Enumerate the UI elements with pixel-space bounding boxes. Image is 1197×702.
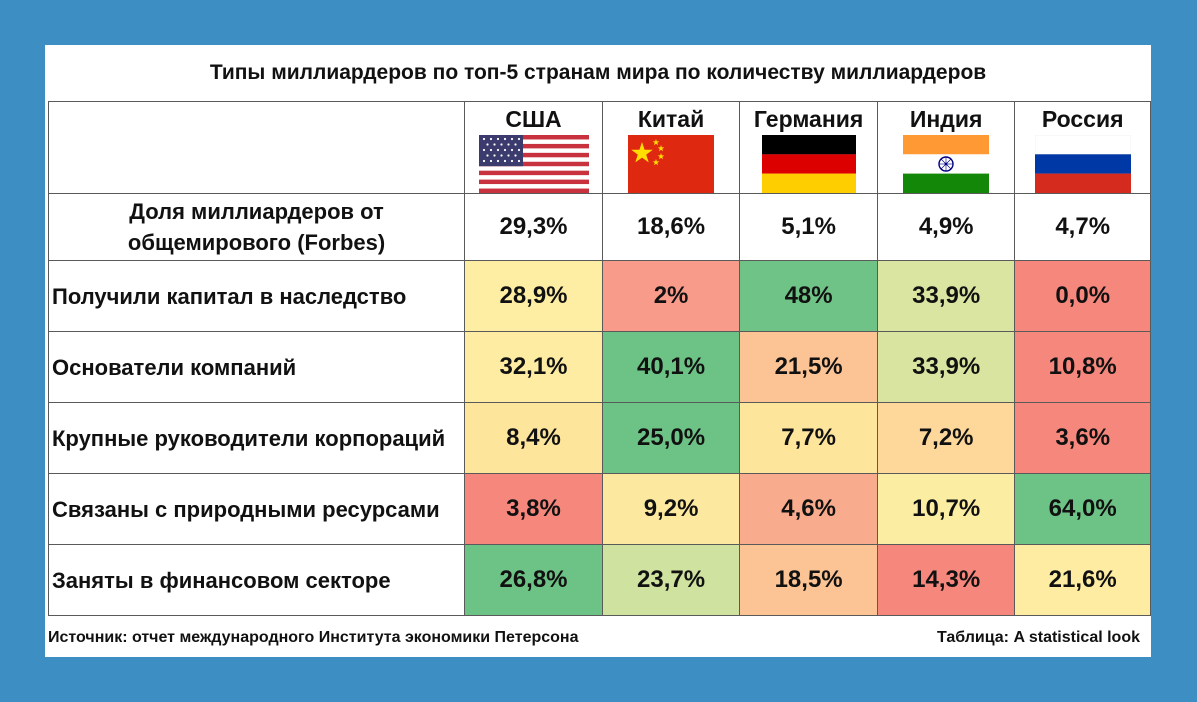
column-name: США <box>505 106 562 132</box>
header-row: США <box>47 101 1151 194</box>
heatmap-cell-germany: 18,5% <box>739 544 878 616</box>
column-header-usa: США <box>464 101 603 194</box>
table-row: Связаны с природными ресурсами 3,8% 9,2% 4,… <box>47 473 1151 545</box>
share-value-germany: 5,1% <box>739 193 878 261</box>
column-header-china: Китай <box>601 101 741 194</box>
row-label: Получили капитал в наследство <box>47 260 466 332</box>
flag-germany-icon <box>761 135 856 193</box>
share-row-label: Доля миллиардеров от общемирового (Forbe… <box>47 193 466 261</box>
infographic-card: Типы миллиардеров по топ-5 странам мира … <box>45 45 1151 657</box>
header-corner-cell <box>47 101 466 194</box>
column-name: Россия <box>1041 106 1124 132</box>
chart-title: Типы миллиардеров по топ-5 странам мира … <box>209 61 987 84</box>
heatmap-cell-india: 14,3% <box>876 544 1016 616</box>
heatmap-cell-usa: 32,1% <box>464 331 603 403</box>
column-header-india: Индия <box>876 101 1016 194</box>
heatmap-cell-usa: 26,8% <box>464 544 603 616</box>
heatmap-cell-russia: 21,6% <box>1014 544 1151 616</box>
heatmap-cell-germany: 4,6% <box>739 473 878 545</box>
share-value-india: 4,9% <box>876 193 1016 261</box>
heatmap-cell-india: 33,9% <box>876 331 1016 403</box>
heatmap-cell-india: 33,9% <box>876 260 1016 332</box>
billionaires-table: США <box>47 101 1151 616</box>
column-name: Германия <box>753 106 864 132</box>
heatmap-cell-china: 23,7% <box>601 544 741 616</box>
table-row: Крупные руководители корпораций 8,4% 25,0%… <box>47 402 1151 474</box>
heatmap-cell-china: 40,1% <box>601 331 741 403</box>
row-label: Крупные руководители корпораций <box>47 402 466 474</box>
flag-india-icon <box>903 135 990 193</box>
flag-usa-icon <box>478 135 589 193</box>
table-credit: Таблица: A statistical look <box>936 629 1140 646</box>
heatmap-cell-germany: 48% <box>739 260 878 332</box>
heatmap-cell-usa: 28,9% <box>464 260 603 332</box>
heatmap-cell-china: 25,0% <box>601 402 741 474</box>
footer: Источник: отчет международного Института… <box>48 625 1140 651</box>
heatmap-cell-india: 7,2% <box>876 402 1016 474</box>
heatmap-cell-china: 2% <box>601 260 741 332</box>
column-name: Индия <box>909 106 983 132</box>
heatmap-cell-germany: 21,5% <box>739 331 878 403</box>
table-row: Получили капитал в наследство 28,9% 2% 48% 3… <box>47 260 1151 332</box>
row-label: Заняты в финансовом секторе <box>47 544 466 616</box>
heatmap-cell-germany: 7,7% <box>739 402 878 474</box>
flag-russia-icon <box>1034 135 1131 193</box>
table-row: Основатели компаний 32,1% 40,1% 21,5% 33,9% 1… <box>47 331 1151 403</box>
share-value-usa: 29,3% <box>464 193 603 261</box>
column-name: Китай <box>637 106 705 132</box>
row-label: Связаны с природными ресурсами <box>47 473 466 545</box>
source-note: Источник: отчет международного Института… <box>48 629 579 646</box>
heatmap-cell-russia: 0,0% <box>1014 260 1151 332</box>
table-row: Заняты в финансовом секторе 26,8% 23,7% 18,… <box>47 544 1151 616</box>
heatmap-cell-russia: 64,0% <box>1014 473 1151 545</box>
heatmap-cell-usa: 3,8% <box>464 473 603 545</box>
flag-china-icon <box>628 135 715 193</box>
row-label: Основатели компаний <box>47 331 466 403</box>
heatmap-cell-india: 10,7% <box>876 473 1016 545</box>
column-header-russia: Россия <box>1014 101 1151 194</box>
heatmap-cell-russia: 3,6% <box>1014 402 1151 474</box>
column-header-germany: Германия <box>739 101 878 194</box>
share-value-china: 18,6% <box>601 193 741 261</box>
heatmap-cell-usa: 8,4% <box>464 402 603 474</box>
share-value-russia: 4,7% <box>1014 193 1151 261</box>
heatmap-cell-russia: 10,8% <box>1014 331 1151 403</box>
heatmap-cell-china: 9,2% <box>601 473 741 545</box>
share-row: Доля миллиардеров от общемирового (Forbe… <box>47 193 1151 261</box>
